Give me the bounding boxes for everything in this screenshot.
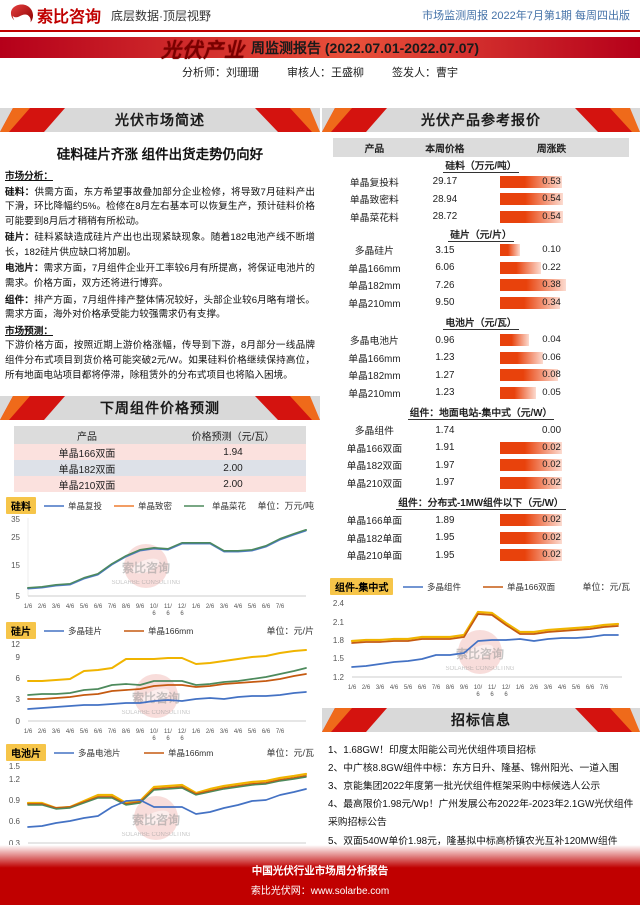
svg-text:2/6: 2/6 (38, 729, 47, 735)
svg-text:6/6: 6/6 (262, 729, 271, 735)
svg-text:5/6: 5/6 (248, 604, 257, 610)
svg-text:12: 12 (11, 641, 20, 649)
svg-text:6/6: 6/6 (418, 685, 427, 691)
svg-text:2.1: 2.1 (333, 618, 345, 627)
svg-text:索比咨询: 索比咨询 (122, 560, 170, 575)
svg-text:3: 3 (16, 695, 21, 704)
svg-text:7/6: 7/6 (108, 729, 117, 735)
svg-text:35: 35 (11, 516, 20, 524)
svg-text:3/6: 3/6 (52, 604, 61, 610)
svg-text:SOLARBE CONSULTING: SOLARBE CONSULTING (122, 710, 191, 716)
svg-text:5/6: 5/6 (404, 685, 413, 691)
svg-text:SOLARBE CONSULTING: SOLARBE CONSULTING (112, 580, 181, 586)
svg-text:3/6: 3/6 (220, 604, 229, 610)
svg-text:6/6: 6/6 (94, 604, 103, 610)
svg-text:多晶电池片: 多晶电池片 (78, 748, 121, 758)
svg-text:索比咨询: 索比咨询 (132, 812, 180, 827)
svg-text:6: 6 (166, 611, 170, 616)
svg-text:15: 15 (11, 561, 20, 570)
svg-text:1.8: 1.8 (333, 636, 345, 645)
svg-text:3/6: 3/6 (376, 685, 385, 691)
svg-text:1/6: 1/6 (24, 604, 33, 610)
svg-text:0.9: 0.9 (9, 796, 21, 805)
svg-text:6: 6 (180, 736, 184, 741)
svg-text:10/: 10/ (150, 729, 159, 735)
svg-text:11/: 11/ (488, 685, 496, 691)
svg-text:4/6: 4/6 (234, 729, 243, 735)
svg-text:8/6: 8/6 (446, 685, 455, 691)
svg-text:7/6: 7/6 (108, 604, 117, 610)
svg-text:5/6: 5/6 (80, 729, 89, 735)
svg-text:5/6: 5/6 (80, 604, 89, 610)
svg-text:11/: 11/ (164, 729, 172, 735)
svg-text:6/6: 6/6 (262, 604, 271, 610)
svg-text:1/6: 1/6 (192, 729, 201, 735)
svg-text:多晶硅片: 多晶硅片 (68, 626, 102, 636)
svg-text:6: 6 (152, 736, 156, 741)
svg-text:25: 25 (11, 533, 20, 542)
svg-text:12/: 12/ (178, 604, 187, 610)
svg-text:6/6: 6/6 (94, 729, 103, 735)
svg-text:2/6: 2/6 (38, 604, 47, 610)
svg-text:2.4: 2.4 (333, 599, 345, 608)
svg-text:1/6: 1/6 (24, 729, 33, 735)
svg-text:3/6: 3/6 (220, 729, 229, 735)
svg-text:9/6: 9/6 (460, 685, 469, 691)
svg-text:9/6: 9/6 (136, 729, 145, 735)
svg-text:6: 6 (166, 736, 170, 741)
svg-text:2/6: 2/6 (206, 604, 215, 610)
svg-text:3/6: 3/6 (544, 685, 553, 691)
svg-text:单晶复投: 单晶复投 (68, 501, 103, 511)
svg-text:4/6: 4/6 (66, 604, 75, 610)
svg-text:2/6: 2/6 (362, 685, 371, 691)
svg-text:3/6: 3/6 (52, 729, 61, 735)
svg-text:6: 6 (16, 674, 21, 683)
svg-text:1/6: 1/6 (192, 604, 201, 610)
svg-text:7/6: 7/6 (276, 604, 285, 610)
svg-text:单晶166双面: 单晶166双面 (507, 582, 556, 592)
svg-text:4/6: 4/6 (390, 685, 399, 691)
svg-text:1.5: 1.5 (333, 654, 345, 663)
svg-text:6: 6 (504, 692, 508, 697)
svg-text:6: 6 (476, 692, 480, 697)
svg-text:1.2: 1.2 (333, 673, 345, 682)
svg-text:11/: 11/ (164, 604, 172, 610)
svg-text:7/6: 7/6 (432, 685, 441, 691)
svg-text:10/: 10/ (474, 685, 483, 691)
svg-text:9/6: 9/6 (136, 604, 145, 610)
svg-text:10/: 10/ (150, 604, 159, 610)
svg-text:1.2: 1.2 (9, 775, 21, 784)
svg-text:1/6: 1/6 (348, 685, 357, 691)
svg-text:0.6: 0.6 (9, 817, 21, 826)
svg-text:0: 0 (16, 717, 21, 726)
svg-text:5/6: 5/6 (248, 729, 257, 735)
svg-text:单晶致密: 单晶致密 (138, 501, 173, 511)
svg-text:9: 9 (16, 653, 21, 662)
svg-text:8/6: 8/6 (122, 729, 131, 735)
svg-text:2/6: 2/6 (530, 685, 539, 691)
svg-text:6: 6 (152, 611, 156, 616)
svg-text:单晶166mm: 单晶166mm (148, 626, 193, 636)
svg-text:5: 5 (16, 592, 21, 601)
svg-text:5/6: 5/6 (572, 685, 581, 691)
svg-text:1/6: 1/6 (516, 685, 525, 691)
svg-text:8/6: 8/6 (122, 604, 131, 610)
svg-text:12/: 12/ (502, 685, 511, 691)
svg-text:4/6: 4/6 (558, 685, 567, 691)
svg-text:SOLARBE CONSULTING: SOLARBE CONSULTING (122, 832, 191, 838)
svg-text:6: 6 (490, 692, 494, 697)
svg-text:7/6: 7/6 (600, 685, 609, 691)
svg-text:12/: 12/ (178, 729, 187, 735)
svg-text:6/6: 6/6 (586, 685, 595, 691)
svg-text:2/6: 2/6 (206, 729, 215, 735)
svg-text:4/6: 4/6 (66, 729, 75, 735)
svg-text:4/6: 4/6 (234, 604, 243, 610)
svg-text:6: 6 (180, 611, 184, 616)
svg-text:单晶166mm: 单晶166mm (168, 748, 213, 758)
svg-text:多晶组件: 多晶组件 (427, 582, 462, 592)
svg-text:SOLARBE CONSULTING: SOLARBE CONSULTING (446, 666, 515, 672)
svg-text:7/6: 7/6 (276, 729, 285, 735)
svg-text:1.5: 1.5 (9, 763, 21, 771)
